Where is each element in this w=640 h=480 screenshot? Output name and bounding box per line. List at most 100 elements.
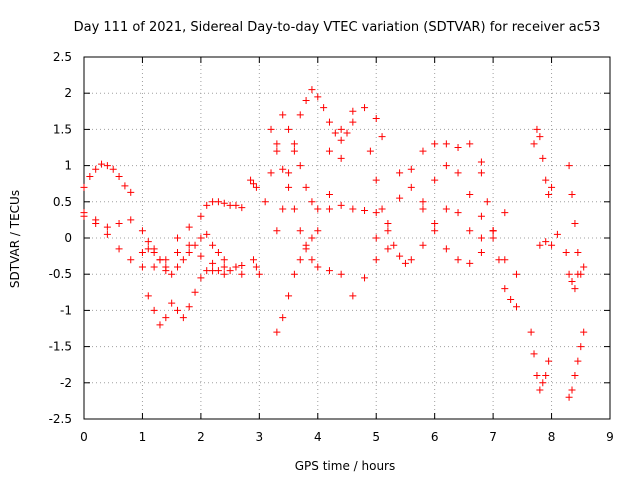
data-point <box>331 129 339 137</box>
data-point <box>179 314 187 322</box>
data-point <box>512 303 520 311</box>
data-point <box>454 209 462 217</box>
data-point <box>103 223 111 231</box>
data-point <box>314 263 322 271</box>
data-point <box>279 111 287 119</box>
data-point <box>477 158 485 166</box>
series-sat-j <box>267 125 392 300</box>
data-point <box>431 176 439 184</box>
data-point <box>396 194 404 202</box>
chart-title: Day 111 of 2021, Sidereal Day-to-day VTE… <box>74 20 601 35</box>
y-tick-label: -0.5 <box>49 267 72 281</box>
series-sat-q <box>419 162 520 278</box>
data-point <box>454 144 462 151</box>
data-point <box>162 263 170 271</box>
data-point <box>489 234 497 242</box>
data-point <box>571 220 579 228</box>
data-point <box>366 147 374 155</box>
data-point <box>308 86 316 94</box>
data-point <box>466 140 474 148</box>
data-point <box>477 169 485 177</box>
series-sat-l <box>273 154 345 336</box>
data-point <box>174 234 182 242</box>
data-point <box>238 204 246 212</box>
data-point <box>325 147 333 155</box>
data-point <box>168 299 176 307</box>
series-sat-x <box>565 328 588 401</box>
data-point <box>442 205 450 213</box>
data-point <box>285 125 293 133</box>
data-point <box>337 270 345 278</box>
data-point <box>431 227 439 235</box>
data-point <box>361 274 369 282</box>
series-sat-g <box>247 176 260 191</box>
data-point <box>349 118 357 126</box>
data-point <box>86 172 94 180</box>
data-point <box>501 209 509 217</box>
data-point <box>372 234 380 242</box>
data-point <box>325 267 333 275</box>
data-point <box>127 216 135 224</box>
data-point <box>209 241 217 249</box>
data-point <box>372 209 380 217</box>
data-point <box>419 241 427 249</box>
data-point <box>252 183 260 191</box>
data-point <box>144 292 152 300</box>
data-point <box>285 183 293 191</box>
x-tick-label: 5 <box>372 430 380 444</box>
data-point <box>109 165 117 173</box>
data-point <box>507 296 515 304</box>
data-point <box>220 256 228 264</box>
data-point <box>214 198 222 206</box>
data-point <box>466 259 474 267</box>
data-point <box>252 263 260 271</box>
data-point <box>477 248 485 256</box>
data-point <box>314 227 322 235</box>
y-tick-label: -1 <box>60 303 72 317</box>
data-point <box>407 165 415 173</box>
data-point <box>314 205 322 213</box>
x-tick-label: 6 <box>431 430 439 444</box>
series-sat-r <box>477 169 520 311</box>
y-tick-label: 0.5 <box>53 195 72 209</box>
data-point <box>138 263 146 271</box>
data-point <box>571 372 579 380</box>
data-point <box>197 234 205 242</box>
data-point <box>191 241 199 249</box>
data-point <box>296 111 304 119</box>
data-point <box>568 191 576 199</box>
data-point <box>574 248 582 256</box>
data-point <box>214 267 222 275</box>
data-point <box>150 306 158 314</box>
y-tick-label: -1.5 <box>49 340 72 354</box>
data-point <box>290 205 298 213</box>
data-point <box>92 165 100 173</box>
data-point <box>314 93 322 101</box>
series-sat-t <box>530 125 556 199</box>
data-point <box>226 267 234 275</box>
data-point <box>349 107 357 115</box>
series-sat-k <box>273 86 357 235</box>
x-tick-label: 0 <box>80 430 88 444</box>
data-point <box>325 205 333 213</box>
data-point <box>378 205 386 213</box>
data-point <box>308 256 316 264</box>
y-tick-label: 0 <box>64 231 72 245</box>
data-point <box>103 162 111 170</box>
data-point <box>209 259 217 267</box>
series-sat-s <box>527 328 553 394</box>
data-point <box>431 140 439 148</box>
data-point <box>162 314 170 322</box>
data-point <box>127 188 135 196</box>
data-point <box>337 136 345 144</box>
data-point <box>290 140 298 148</box>
data-point <box>396 169 404 177</box>
data-point <box>191 288 199 296</box>
data-point <box>442 245 450 253</box>
data-point <box>536 133 544 141</box>
data-point <box>267 169 275 177</box>
data-point <box>220 270 228 278</box>
data-point <box>273 328 281 336</box>
data-point <box>255 270 263 278</box>
